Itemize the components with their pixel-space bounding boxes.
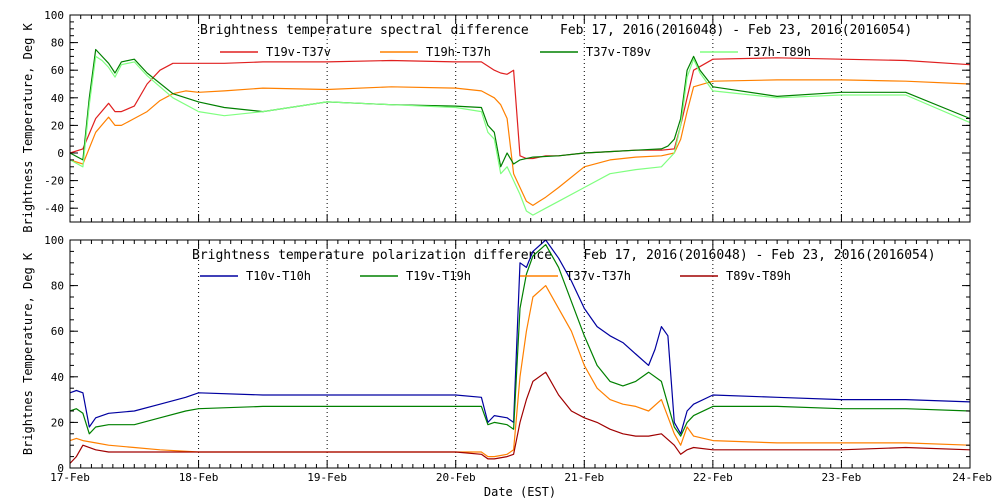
x-tick-label: 23-Feb	[822, 471, 862, 484]
series-line-T19v-T19h	[69, 244, 971, 437]
x-tick-label: 19-Feb	[307, 471, 347, 484]
y-tick-label: 60	[51, 64, 64, 77]
x-tick-label: 20-Feb	[436, 471, 476, 484]
series-line-T19v-T37v	[69, 57, 971, 160]
y-tick-label: -40	[44, 202, 64, 215]
series-line-T37h-T89h	[69, 55, 971, 216]
y-tick-label: 40	[51, 92, 64, 105]
series-line-T10v-T10h	[69, 239, 971, 435]
y-tick-label: 20	[51, 119, 64, 132]
legend-label: T37h-T89h	[746, 45, 811, 59]
x-axis-label: Date (EST)	[484, 485, 556, 499]
series-line-T37v-T37h	[69, 285, 971, 458]
x-axis-tick-labels: 17-Feb 18-Feb 19-Feb 20-Feb 21-Feb 22-Feb 23-F…	[50, 471, 992, 484]
legend-label: T37v-T89v	[586, 45, 651, 59]
legend-label: T19v-T19h	[406, 269, 471, 283]
polarization-difference-chart: Brightness temperature polarization diff…	[21, 234, 971, 475]
chart-title: Brightness temperature spectral differen…	[200, 23, 912, 38]
x-tick-label: 24-Feb	[952, 471, 992, 484]
y-tick-label: 20	[51, 416, 64, 429]
y-tick-label: 60	[51, 325, 64, 338]
y-tick-label: -20	[44, 175, 64, 188]
y-axis-label: Brightness Temperature, Deg K	[21, 22, 35, 232]
y-tick-label: 40	[51, 371, 64, 384]
legend-label: T19v-T37v	[266, 45, 331, 59]
chart-title: Brightness temperature polarization diff…	[192, 248, 936, 263]
y-tick-label: 80	[51, 37, 64, 50]
series-line-T89v-T89h	[69, 371, 971, 464]
y-tick-label: 0	[57, 147, 64, 160]
legend-label: T19h-T37h	[426, 45, 491, 59]
y-tick-label: 80	[51, 280, 64, 293]
y-tick-label: 0	[57, 462, 64, 475]
spectral-difference-chart: Brightness temperature spectral differen…	[21, 9, 971, 233]
x-tick-label: 22-Feb	[693, 471, 733, 484]
y-tick-label: 100	[44, 9, 64, 22]
legend-label: T89v-T89h	[726, 269, 791, 283]
legend-label: T37v-T37h	[566, 269, 631, 283]
y-axis-label: Brightnes Temperature, Deg K	[21, 252, 35, 455]
y-tick-label: 100	[44, 234, 64, 247]
series-line-T37v-T89v	[69, 48, 971, 168]
x-tick-label: 17-Feb	[50, 471, 90, 484]
series-line-T19h-T37h	[69, 79, 971, 206]
plot-frame	[69, 14, 971, 223]
legend-label: T10v-T10h	[246, 269, 311, 283]
x-tick-label: 21-Feb	[564, 471, 604, 484]
x-tick-label: 18-Feb	[179, 471, 219, 484]
